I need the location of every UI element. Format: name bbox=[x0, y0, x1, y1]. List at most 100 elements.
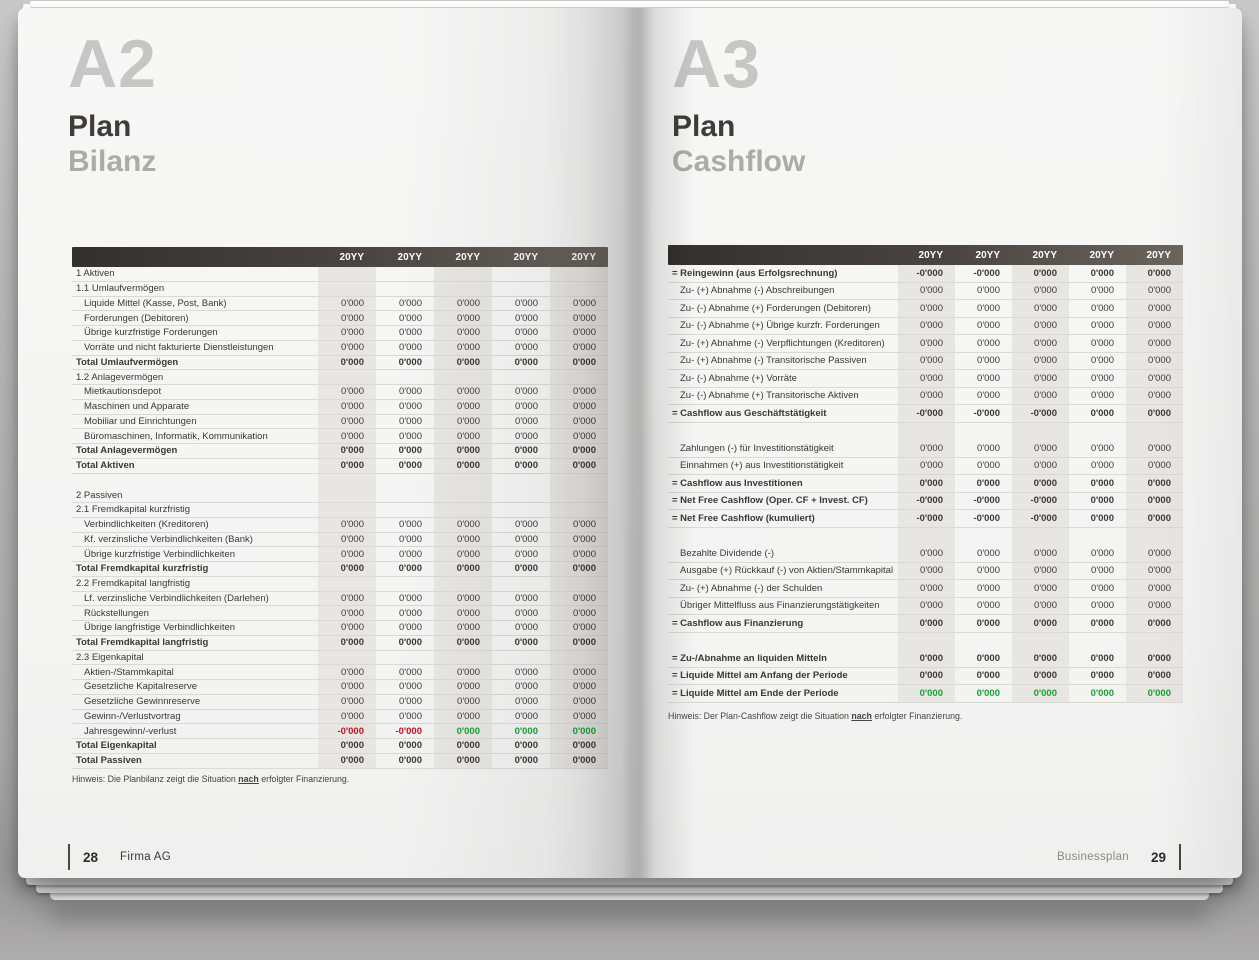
table-row: Jahresgewinn/-verlust -0'000 -0'000 0'000 0'… bbox=[72, 724, 608, 739]
table-row: = Cashflow aus Geschäftstätigkeit -0'000 -… bbox=[668, 405, 1183, 423]
value-cell bbox=[376, 267, 434, 281]
row-label: Total Aktiven bbox=[76, 460, 135, 472]
book-spread: A2 Plan Bilanz 20YY 20YY 20YY 20YY 20YY 1 Akt… bbox=[18, 8, 1242, 878]
value-cell: 0'000 bbox=[1126, 650, 1183, 667]
row-label: Maschinen und Apparate bbox=[84, 401, 190, 413]
value-cell: 0'000 bbox=[550, 532, 608, 547]
value-cell: -0'000 bbox=[898, 405, 955, 422]
value-cell: 0'000 bbox=[977, 582, 1000, 594]
table-row: Verbindlichkeiten (Kreditoren) 0'000 0'000… bbox=[72, 517, 608, 533]
value-cell: 0'000 bbox=[1012, 650, 1069, 667]
value-cell: 0'000 bbox=[399, 327, 422, 339]
value-cell: 0'000 bbox=[977, 460, 1000, 472]
value-cell: 0'000 bbox=[399, 607, 422, 619]
table-row: Gesetzliche Gewinnreserve 0'000 0'000 0'000… bbox=[72, 694, 608, 710]
value-cell: 0'000 bbox=[1126, 615, 1183, 632]
value-cell: 0'000 bbox=[434, 429, 492, 443]
value-cell bbox=[434, 281, 492, 296]
row-label: Übrige kurzfristige Forderungen bbox=[84, 327, 218, 339]
value-cell: -0'000 bbox=[973, 407, 1000, 419]
value-cell: 0'000 bbox=[434, 665, 492, 679]
value-cell: 0'000 bbox=[434, 458, 492, 473]
value-cell: 0'000 bbox=[398, 445, 422, 457]
table-header-row: 20YY 20YY 20YY 20YY 20YY bbox=[668, 245, 1183, 265]
value-cell bbox=[955, 633, 1012, 651]
page-stack-edge bbox=[30, 1, 1229, 7]
row-label: = Cashflow aus Finanzierung bbox=[672, 617, 804, 629]
value-cell: -0'000 bbox=[1012, 510, 1069, 527]
table-row: = Liquide Mittel am Ende der Periode 0'00… bbox=[668, 685, 1183, 703]
table-row: = Cashflow aus Investitionen 0'000 0'000 0'… bbox=[668, 475, 1183, 493]
row-label: 2.3 Eigenkapital bbox=[76, 651, 144, 663]
value-cell: 0'000 bbox=[550, 340, 608, 355]
value-cell: 0'000 bbox=[318, 753, 376, 768]
value-cell: 0'000 bbox=[434, 311, 492, 325]
value-cell: 0'000 bbox=[1090, 495, 1114, 507]
value-cell: 0'000 bbox=[318, 311, 376, 325]
page-right: A3 Plan Cashflow 20YY 20YY 20YY 20YY 20YY = R… bbox=[631, 8, 1242, 878]
value-cell: 0'000 bbox=[550, 709, 608, 724]
value-cell: 0'000 bbox=[977, 302, 1000, 314]
value-cell: 0'000 bbox=[550, 753, 608, 768]
value-cell: 0'000 bbox=[1012, 615, 1069, 632]
row-label: Rückstellungen bbox=[84, 607, 149, 619]
value-cell: 0'000 bbox=[977, 372, 1000, 384]
value-cell: 0'000 bbox=[898, 317, 955, 334]
value-cell: -0'000 bbox=[973, 512, 1000, 524]
row-label: = Liquide Mittel am Anfang der Periode bbox=[672, 670, 848, 682]
value-cell bbox=[318, 473, 376, 489]
table-header-row: 20YY 20YY 20YY 20YY 20YY bbox=[72, 247, 608, 267]
value-cell: 0'000 bbox=[898, 545, 955, 562]
value-cell: 0'000 bbox=[977, 600, 1000, 612]
value-cell bbox=[898, 527, 955, 545]
value-cell bbox=[955, 423, 1012, 441]
value-cell: 0'000 bbox=[550, 635, 608, 650]
value-cell bbox=[1012, 422, 1069, 440]
value-cell: 0'000 bbox=[1012, 545, 1069, 562]
value-cell: 0'000 bbox=[1091, 302, 1114, 314]
value-cell: 0'000 bbox=[434, 532, 492, 547]
value-cell: 0'000 bbox=[399, 401, 422, 413]
table-row: Total Fremdkapital langfristig 0'000 0'000… bbox=[72, 635, 608, 651]
footer-brand: Firma AG bbox=[120, 851, 171, 863]
value-cell: 0'000 bbox=[434, 414, 492, 429]
value-cell bbox=[318, 650, 376, 665]
page-left: A2 Plan Bilanz 20YY 20YY 20YY 20YY 20YY 1 Akt… bbox=[18, 8, 631, 878]
value-cell: 0'000 bbox=[514, 460, 538, 472]
value-cell: 0'000 bbox=[1126, 440, 1183, 457]
value-cell: 0'000 bbox=[1126, 580, 1183, 597]
value-cell: 0'000 bbox=[1126, 667, 1183, 684]
value-cell: 0'000 bbox=[550, 562, 608, 576]
value-cell bbox=[434, 488, 492, 502]
value-cell: 0'000 bbox=[515, 386, 538, 398]
year-header: 20YY bbox=[1089, 249, 1114, 261]
value-cell: 0'000 bbox=[399, 342, 422, 354]
value-cell bbox=[492, 474, 550, 489]
value-cell: 0'000 bbox=[318, 606, 376, 620]
year-header: 20YY bbox=[571, 251, 596, 263]
value-cell: 0'000 bbox=[1091, 442, 1114, 454]
value-cell: 0'000 bbox=[1090, 652, 1114, 664]
row-label: Total Eigenkapital bbox=[76, 740, 157, 752]
value-cell: 0'000 bbox=[318, 385, 376, 399]
value-cell: 0'000 bbox=[898, 387, 955, 404]
value-cell: 0'000 bbox=[1126, 352, 1183, 369]
value-cell: 0'000 bbox=[434, 399, 492, 414]
value-cell: 0'000 bbox=[318, 414, 376, 429]
value-cell: 0'000 bbox=[434, 562, 492, 576]
value-cell: 0'000 bbox=[1090, 267, 1114, 279]
value-cell: 0'000 bbox=[318, 517, 376, 532]
value-cell bbox=[318, 576, 376, 591]
value-cell: 0'000 bbox=[434, 606, 492, 620]
value-cell: -0'000 bbox=[1012, 492, 1069, 509]
value-cell: -0'000 bbox=[973, 495, 1000, 507]
row-label: = Cashflow aus Geschäftstätigkeit bbox=[672, 407, 827, 419]
value-cell bbox=[550, 267, 608, 281]
table-row: Einnahmen (+) aus Investitionstätigkeit 0… bbox=[668, 457, 1183, 475]
value-cell: 0'000 bbox=[318, 635, 376, 650]
value-cell: 0'000 bbox=[550, 385, 608, 399]
value-cell: 0'000 bbox=[434, 694, 492, 709]
value-cell: 0'000 bbox=[515, 622, 538, 634]
value-cell: 0'000 bbox=[1126, 492, 1183, 509]
value-cell: 0'000 bbox=[318, 547, 376, 561]
